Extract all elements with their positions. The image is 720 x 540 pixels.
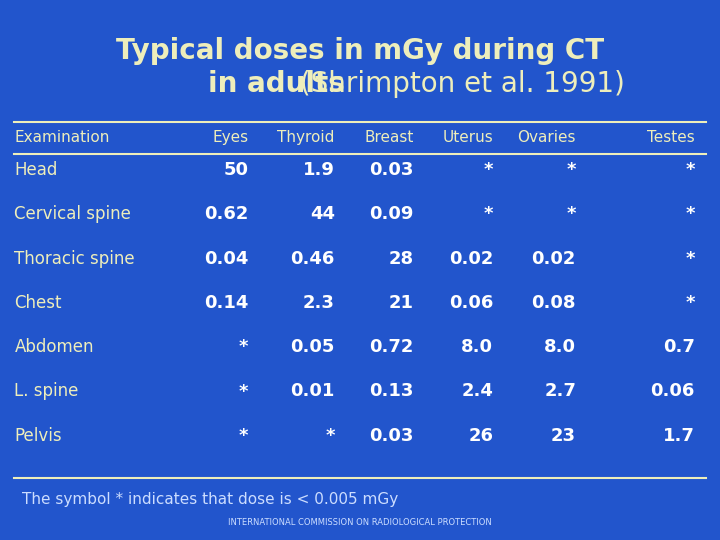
Text: *: * xyxy=(567,161,576,179)
Text: Head: Head xyxy=(14,161,58,179)
Text: Chest: Chest xyxy=(14,294,62,312)
Text: *: * xyxy=(685,205,695,224)
Text: 0.72: 0.72 xyxy=(369,338,414,356)
Text: *: * xyxy=(239,338,248,356)
Text: *: * xyxy=(325,427,335,445)
Text: 8.0: 8.0 xyxy=(544,338,576,356)
Text: *: * xyxy=(685,294,695,312)
Text: 0.7: 0.7 xyxy=(663,338,695,356)
Text: 0.02: 0.02 xyxy=(449,249,493,268)
Text: 0.13: 0.13 xyxy=(369,382,414,401)
Text: 0.14: 0.14 xyxy=(204,294,248,312)
Text: Testes: Testes xyxy=(647,130,695,145)
Text: Cervical spine: Cervical spine xyxy=(14,205,131,224)
Text: 26: 26 xyxy=(468,427,493,445)
Text: Ovaries: Ovaries xyxy=(518,130,576,145)
Text: Thoracic spine: Thoracic spine xyxy=(14,249,135,268)
Text: 0.04: 0.04 xyxy=(204,249,248,268)
Text: Uterus: Uterus xyxy=(443,130,493,145)
Text: *: * xyxy=(685,249,695,268)
Text: Examination: Examination xyxy=(14,130,109,145)
Text: 0.02: 0.02 xyxy=(531,249,576,268)
Text: 0.06: 0.06 xyxy=(650,382,695,401)
Text: (Shrimpton et al. 1991): (Shrimpton et al. 1991) xyxy=(291,70,625,98)
Text: *: * xyxy=(239,382,248,401)
Text: 23: 23 xyxy=(551,427,576,445)
Text: INTERNATIONAL COMMISSION ON RADIOLOGICAL PROTECTION: INTERNATIONAL COMMISSION ON RADIOLOGICAL… xyxy=(228,518,492,527)
Text: 2.3: 2.3 xyxy=(303,294,335,312)
Text: *: * xyxy=(685,161,695,179)
Text: Abdomen: Abdomen xyxy=(14,338,94,356)
Text: 0.62: 0.62 xyxy=(204,205,248,224)
Text: 0.05: 0.05 xyxy=(290,338,335,356)
Text: 2.4: 2.4 xyxy=(462,382,493,401)
Text: 0.03: 0.03 xyxy=(369,427,414,445)
Text: Typical doses in mGy during CT: Typical doses in mGy during CT xyxy=(116,37,604,65)
Text: 0.08: 0.08 xyxy=(531,294,576,312)
Text: 8.0: 8.0 xyxy=(462,338,493,356)
Text: The symbol * indicates that dose is < 0.005 mGy: The symbol * indicates that dose is < 0.… xyxy=(22,492,398,507)
Text: *: * xyxy=(567,205,576,224)
Text: *: * xyxy=(484,161,493,179)
Text: *: * xyxy=(239,427,248,445)
Text: 44: 44 xyxy=(310,205,335,224)
Text: *: * xyxy=(484,205,493,224)
Text: 50: 50 xyxy=(223,161,248,179)
Text: 0.09: 0.09 xyxy=(369,205,414,224)
Text: 1.9: 1.9 xyxy=(303,161,335,179)
Text: 21: 21 xyxy=(389,294,414,312)
Text: L. spine: L. spine xyxy=(14,382,78,401)
Text: 28: 28 xyxy=(389,249,414,268)
Text: 0.46: 0.46 xyxy=(290,249,335,268)
Text: 0.06: 0.06 xyxy=(449,294,493,312)
Text: 0.03: 0.03 xyxy=(369,161,414,179)
Text: Breast: Breast xyxy=(364,130,414,145)
Text: Eyes: Eyes xyxy=(212,130,248,145)
Text: Pelvis: Pelvis xyxy=(14,427,62,445)
Text: 2.7: 2.7 xyxy=(544,382,576,401)
Text: Thyroid: Thyroid xyxy=(277,130,335,145)
Text: 0.01: 0.01 xyxy=(290,382,335,401)
Text: 1.7: 1.7 xyxy=(663,427,695,445)
Text: in adults: in adults xyxy=(208,70,345,98)
